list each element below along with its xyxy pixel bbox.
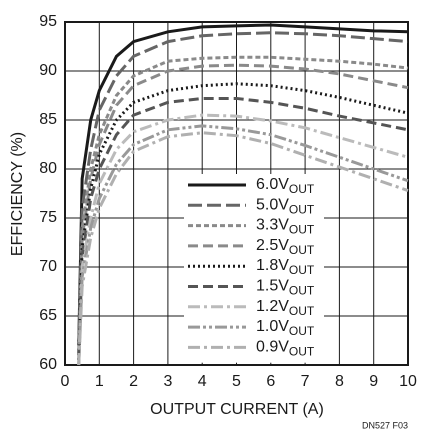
legend-label: 1.8VOUT: [256, 257, 315, 277]
x-tick-label: 0: [61, 373, 70, 390]
x-tick-label: 5: [232, 373, 241, 390]
x-tick-label: 8: [335, 373, 344, 390]
series-line: [77, 55, 409, 356]
x-tick-label: 4: [198, 373, 207, 390]
x-axis-label: OUTPUT CURRENT (A): [150, 401, 324, 418]
series-line: [77, 31, 409, 356]
legend-label: 2.5VOUT: [256, 237, 315, 257]
series-line: [77, 23, 409, 346]
y-tick-label: 90: [39, 62, 57, 79]
x-tick-label: 9: [369, 373, 378, 390]
legend-label: 3.3VOUT: [256, 217, 315, 237]
series-line: [77, 63, 409, 356]
legend-label: 5.0VOUT: [256, 197, 315, 217]
y-tick-label: 60: [39, 356, 57, 373]
legend-label: 1.2VOUT: [256, 298, 315, 318]
y-tick-label: 95: [39, 13, 57, 30]
legend-label: 1.5VOUT: [256, 278, 315, 298]
plot-frame: [64, 21, 409, 366]
y-tick-label: 75: [39, 209, 57, 226]
x-tick-label: 3: [163, 373, 172, 390]
y-tick-label: 80: [39, 160, 57, 177]
x-tick-label: 10: [399, 373, 417, 390]
x-tick-label: 6: [266, 373, 275, 390]
series-line: [77, 96, 409, 361]
series-line: [77, 113, 409, 366]
legend-label: 1.0VOUT: [256, 318, 315, 338]
y-axis-label: EFFICIENCY (%): [9, 132, 26, 256]
x-tick-label: 7: [301, 373, 310, 390]
x-tick-label: 1: [95, 373, 104, 390]
y-tick-label: 65: [39, 307, 57, 324]
y-tick-label: 70: [39, 258, 57, 275]
series-line: [77, 124, 409, 366]
legend-label: 0.9VOUT: [256, 339, 315, 359]
annotation: DN527 F03: [362, 420, 408, 430]
y-tick-label: 85: [39, 111, 57, 128]
legend-label: 6.0VOUT: [256, 176, 315, 196]
series-line: [77, 131, 409, 366]
x-tick-label: 2: [129, 373, 138, 390]
